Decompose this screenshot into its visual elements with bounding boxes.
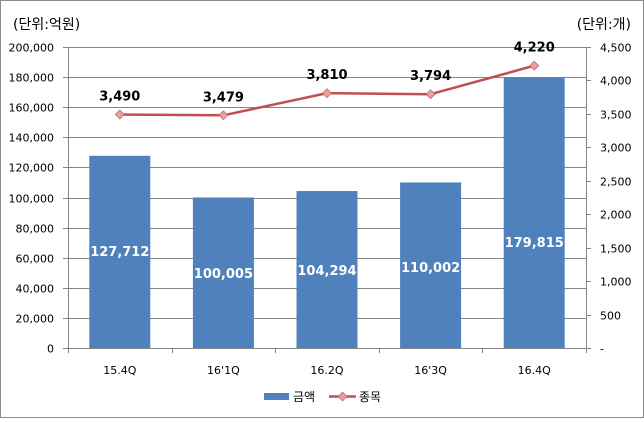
- line-value-label: 3,810: [306, 68, 347, 83]
- left-tick-label: 200,000: [9, 42, 55, 55]
- right-y-axis: - 500 1,000 1,500 2,000 2,500 3,000 3,500 4,000 4…: [586, 42, 632, 356]
- bar: [400, 182, 462, 348]
- line-value-label: 3,794: [410, 69, 451, 84]
- bar: [296, 191, 358, 348]
- legend: 금액 종목: [264, 390, 381, 404]
- diamond-marker-icon: [218, 110, 229, 121]
- x-category-label: 16.2Q: [310, 364, 343, 377]
- right-tick-label: 3,500: [600, 109, 632, 122]
- left-y-axis: 0 20,000 40,000 60,000 80,000 100,000 120,000 1…: [9, 42, 69, 356]
- bar-series-amount: 127,712 100,005 104,294 110,002 179,815: [89, 77, 565, 349]
- legend-diamond-marker-icon: [337, 391, 348, 402]
- left-axis-unit-label: (단위:억원): [13, 17, 80, 33]
- x-category-label: 15.4Q: [103, 364, 136, 377]
- x-category-label: 16'1Q: [207, 364, 240, 377]
- right-tick-label: 2,500: [600, 176, 632, 189]
- diamond-marker-icon: [529, 60, 540, 71]
- left-tick-label: 160,000: [9, 102, 55, 115]
- left-tick-label: 0: [47, 343, 54, 356]
- left-tick-label: 20,000: [16, 313, 55, 326]
- right-tick-label: 4,500: [600, 42, 632, 55]
- bar-value-label: 110,002: [401, 261, 460, 276]
- legend-label-amount: 금액: [293, 390, 315, 404]
- x-category-label: 16'3Q: [414, 364, 447, 377]
- right-tick-label: -: [600, 343, 604, 356]
- right-axis-unit-label: (단위:개): [577, 17, 631, 33]
- x-category-label: 16.4Q: [518, 364, 551, 377]
- left-tick-label: 140,000: [9, 132, 55, 145]
- line-value-label: 4,220: [514, 41, 555, 56]
- bar: [89, 155, 151, 348]
- left-tick-label: 180,000: [9, 72, 55, 85]
- bar: [192, 197, 254, 348]
- bar-value-label: 104,294: [297, 264, 356, 279]
- right-tick-label: 2,000: [600, 209, 632, 222]
- right-tick-label: 4,000: [600, 75, 632, 88]
- line-series-count: 3,490 3,479 3,810 3,794 4,220: [99, 41, 555, 121]
- bar: [503, 77, 565, 349]
- right-tick-label: 3,000: [600, 142, 632, 155]
- legend-label-count: 종목: [359, 390, 381, 404]
- line-value-label: 3,479: [203, 90, 244, 105]
- right-tick-label: 1,000: [600, 276, 632, 289]
- legend-bar-swatch-icon: [264, 393, 289, 400]
- bar-value-label: 179,815: [505, 236, 564, 251]
- left-tick-label: 80,000: [16, 223, 55, 236]
- left-tick-label: 100,000: [9, 193, 55, 206]
- diamond-marker-icon: [114, 109, 125, 120]
- bar-value-label: 127,712: [90, 245, 149, 260]
- line-value-label: 3,490: [99, 90, 140, 105]
- right-tick-label: 500: [600, 310, 621, 323]
- left-tick-label: 40,000: [16, 283, 55, 296]
- right-tick-label: 1,500: [600, 243, 632, 256]
- bar-value-label: 100,005: [194, 267, 253, 282]
- diamond-marker-icon: [322, 88, 332, 99]
- left-tick-label: 120,000: [9, 162, 55, 175]
- diamond-marker-icon: [425, 89, 436, 100]
- left-tick-label: 60,000: [16, 253, 55, 266]
- x-axis: 15.4Q 16'1Q 16.2Q 16'3Q 16.4Q: [68, 348, 587, 377]
